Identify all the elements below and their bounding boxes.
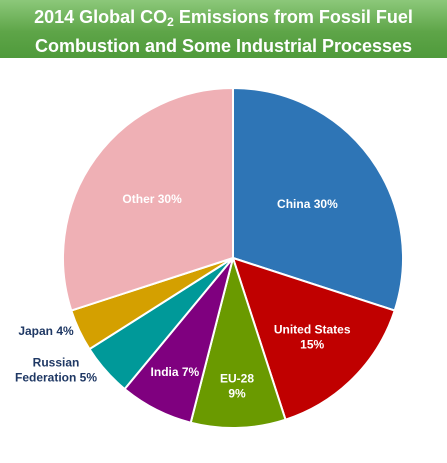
- pie-slice-other: [62, 86, 234, 312]
- chart-title: 2014 Global CO2 Emissions from Fossil Fu…: [0, 0, 447, 58]
- slice-label-china: China 30%: [277, 197, 338, 211]
- chart-title-line-2: Combustion and Some Industrial Processes: [34, 36, 413, 56]
- slice-label-other: Other 30%: [122, 192, 182, 206]
- pie-slice-eu-28: [189, 254, 287, 430]
- slice-label-eu-28: EU-28 9%: [220, 371, 254, 400]
- slice-label-united-states: United States 15%: [274, 323, 351, 352]
- slice-label-japan: Japan 4%: [18, 324, 74, 338]
- pie-slice-china: [232, 86, 404, 312]
- slice-label-india: India 7%: [151, 365, 200, 379]
- pie-chart: China 30% United States 15% EU-28 9% India 7%…: [15, 86, 404, 430]
- slice-label-russian-federation: Russian Federation 5%: [15, 356, 97, 385]
- chart-title-line-1: 2014 Global CO2 Emissions from Fossil Fu…: [34, 7, 413, 29]
